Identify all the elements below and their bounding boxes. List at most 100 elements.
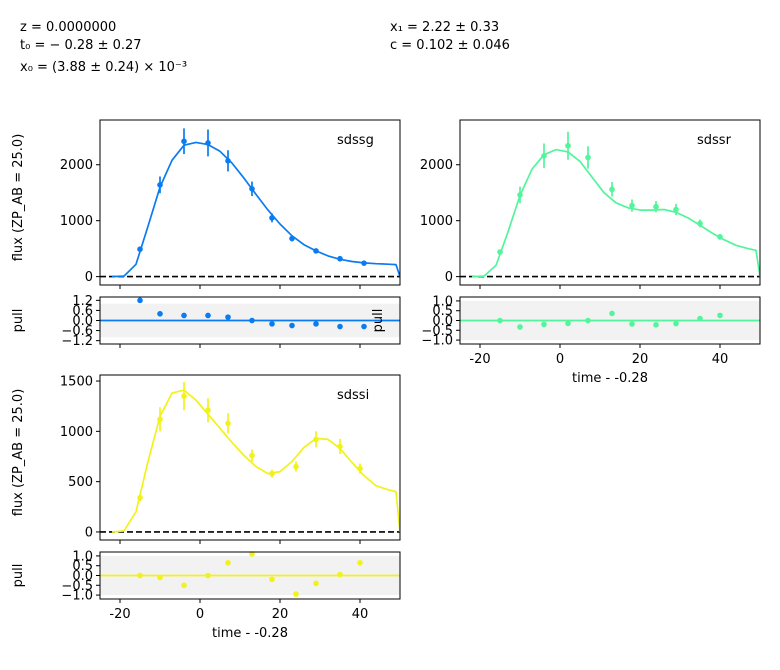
pull-y-tick-label: −0.5 xyxy=(421,324,453,339)
pull-point xyxy=(249,317,255,324)
param-c: c = 0.102 ± 0.046 xyxy=(390,38,510,53)
pull-point xyxy=(137,297,143,304)
pull-point xyxy=(181,582,187,589)
fit-parameters: z = 0.0000000 t₀ = − 0.28 ± 0.27 x₀ = (3… xyxy=(20,20,510,75)
pull-y-tick-label: 0.0 xyxy=(72,314,93,329)
pull-y-tick-label: 0.6 xyxy=(72,304,93,319)
data-point xyxy=(673,206,679,213)
y-tick-label: 0 xyxy=(445,270,453,285)
x-tick-label: 20 xyxy=(272,607,289,622)
data-point xyxy=(517,192,523,198)
x-tick-label: 0 xyxy=(556,352,564,367)
axes-frame xyxy=(99,119,401,286)
pull-point xyxy=(293,591,299,597)
data-point xyxy=(157,416,163,423)
pull-point xyxy=(181,312,187,319)
pull-y-tick-label: −1.0 xyxy=(61,589,93,604)
pull-y-tick-label: 1.0 xyxy=(432,294,453,309)
y-tick-label: 1000 xyxy=(420,214,453,229)
x-tick-label: 40 xyxy=(352,607,369,622)
pull-axis-label: pull xyxy=(11,309,26,333)
data-point xyxy=(541,152,547,159)
y-tick-label: 0 xyxy=(85,525,93,540)
x-axis-label: time - -0.28 xyxy=(212,626,288,641)
param-x1: x₁ = 2.22 ± 0.33 xyxy=(390,20,499,35)
data-point xyxy=(653,203,659,210)
pull-y-tick-label: 0.0 xyxy=(432,314,453,329)
data-point xyxy=(225,158,231,164)
x-tick-label: -20 xyxy=(469,352,490,367)
pull-point xyxy=(357,559,363,566)
pull-point xyxy=(269,321,275,327)
y-axis-label: flux (ZP_AB = 25.0) xyxy=(11,389,26,517)
model-curve xyxy=(111,141,400,278)
band-label: sdssg xyxy=(337,133,374,148)
data-point xyxy=(157,182,163,188)
pull-point xyxy=(629,321,635,327)
data-point xyxy=(337,255,343,262)
data-point xyxy=(137,246,143,253)
model-curve xyxy=(111,389,400,533)
pull-point xyxy=(225,559,231,566)
y-tick-label: 1000 xyxy=(60,425,93,440)
data-point xyxy=(205,140,211,146)
pull-point xyxy=(653,322,659,328)
pull-point xyxy=(137,572,143,579)
pull-point xyxy=(517,324,523,330)
y-tick-label: 0 xyxy=(85,270,93,285)
pull-point xyxy=(585,317,591,324)
data-point xyxy=(629,202,635,209)
pull-y-tick-label: 0.0 xyxy=(72,569,93,584)
pull-point xyxy=(541,321,547,328)
data-point xyxy=(337,443,343,450)
param-z: z = 0.0000000 xyxy=(20,20,116,35)
model-curve xyxy=(471,148,760,278)
pull-point xyxy=(337,571,343,578)
pull-y-tick-label: 1.2 xyxy=(72,294,93,309)
pull-point xyxy=(717,312,723,319)
data-point xyxy=(293,463,299,470)
data-point xyxy=(249,452,255,459)
pull-y-tick-label: −1.2 xyxy=(61,334,93,349)
axes-frame xyxy=(459,119,761,286)
data-point xyxy=(313,436,319,443)
x-tick-label: -20 xyxy=(109,607,130,622)
y-tick-label: 1000 xyxy=(60,214,93,229)
data-point xyxy=(585,154,591,161)
pull-point xyxy=(157,310,163,317)
pull-point xyxy=(673,320,679,327)
x-tick-label: 20 xyxy=(632,352,649,367)
param-x0: x₀ = (3.88 ± 0.24) × 10⁻³ xyxy=(20,60,187,75)
panel-sdssr: 0 1000 2000 sdssr 1.00.50.0−0.5−1.0 -20 0 20 40 t… xyxy=(371,119,761,386)
data-point xyxy=(269,215,275,221)
pull-y-tick-label: −0.5 xyxy=(61,579,93,594)
pull-point xyxy=(225,314,231,320)
param-t0: t₀ = − 0.28 ± 0.27 xyxy=(20,38,142,53)
pull-y-tick-label: 1.0 xyxy=(72,549,93,564)
data-point xyxy=(269,470,275,477)
pull-y-tick-label: −1.0 xyxy=(421,334,453,349)
pull-point xyxy=(269,576,275,583)
pull-y-tick-label: 0.5 xyxy=(432,304,453,319)
y-axis-label: flux (ZP_AB = 25.0) xyxy=(11,134,26,262)
pull-point xyxy=(249,551,255,557)
pull-axis-label: pull xyxy=(371,309,386,333)
data-point xyxy=(181,138,187,145)
pull-point xyxy=(157,574,163,581)
band-label: sdssr xyxy=(697,133,732,148)
data-point xyxy=(361,260,367,266)
data-point xyxy=(565,142,571,149)
pull-point xyxy=(497,317,503,324)
y-tick-label: 2000 xyxy=(420,158,453,173)
pull-point xyxy=(313,321,319,327)
data-point xyxy=(609,186,615,193)
data-point xyxy=(289,235,295,242)
data-point xyxy=(697,220,703,227)
pull-axis-label: pull xyxy=(11,564,26,588)
pull-point xyxy=(361,323,367,330)
x-tick-label: 40 xyxy=(712,352,729,367)
panel-sdssg: 0 1000 2000 sdssg flux (ZP_AB = 25.0) 1.20.60… xyxy=(11,119,401,349)
data-point xyxy=(181,393,187,399)
